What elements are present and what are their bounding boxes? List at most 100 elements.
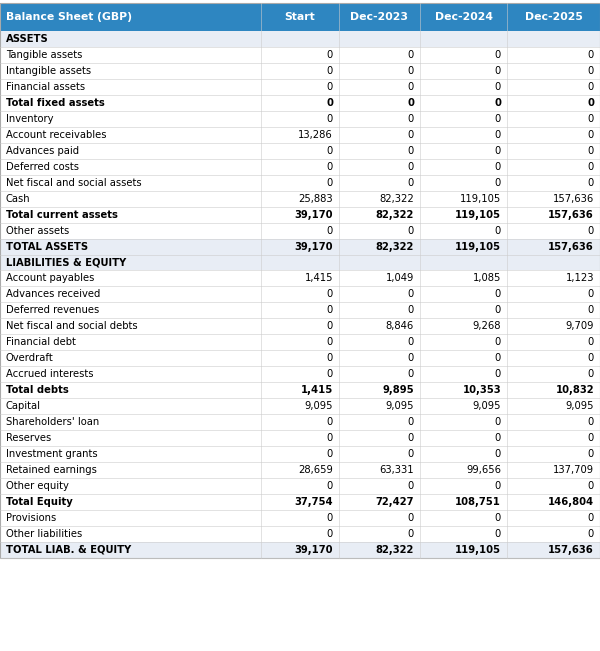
Text: 0: 0 <box>408 226 414 236</box>
Text: 0: 0 <box>494 98 501 108</box>
Text: 0: 0 <box>327 449 333 459</box>
Bar <box>0 95 600 111</box>
Text: 0: 0 <box>588 50 594 60</box>
Text: 0: 0 <box>408 130 414 140</box>
Text: Accrued interests: Accrued interests <box>6 369 94 379</box>
Bar <box>0 270 600 286</box>
Text: 0: 0 <box>588 513 594 523</box>
Text: 0: 0 <box>495 226 501 236</box>
Text: Dec-2025: Dec-2025 <box>524 12 583 22</box>
Text: 0: 0 <box>588 162 594 172</box>
Text: 0: 0 <box>327 114 333 124</box>
Text: Balance Sheet (GBP): Balance Sheet (GBP) <box>6 12 132 22</box>
Text: Other equity: Other equity <box>6 481 69 491</box>
Text: Dec-2023: Dec-2023 <box>350 12 409 22</box>
Text: 0: 0 <box>495 449 501 459</box>
Bar <box>0 143 600 159</box>
Text: 0: 0 <box>495 433 501 443</box>
Text: 0: 0 <box>408 353 414 363</box>
Bar <box>0 191 600 207</box>
Text: 157,636: 157,636 <box>548 545 594 555</box>
Text: 0: 0 <box>408 178 414 187</box>
Text: ASSETS: ASSETS <box>6 35 49 44</box>
Text: 28,659: 28,659 <box>298 465 333 475</box>
Text: 0: 0 <box>495 146 501 156</box>
Bar <box>0 48 600 63</box>
Text: 0: 0 <box>588 82 594 92</box>
Text: Net fiscal and social debts: Net fiscal and social debts <box>6 322 137 331</box>
Bar <box>0 111 600 127</box>
Text: 0: 0 <box>408 114 414 124</box>
Text: 9,268: 9,268 <box>473 322 501 331</box>
Text: 1,415: 1,415 <box>301 385 333 395</box>
Bar <box>0 430 600 446</box>
Text: 0: 0 <box>408 433 414 443</box>
Bar <box>0 286 600 302</box>
Text: 0: 0 <box>588 449 594 459</box>
Text: 0: 0 <box>588 337 594 347</box>
Bar <box>0 398 600 414</box>
Bar <box>0 414 600 430</box>
Text: 0: 0 <box>588 146 594 156</box>
Bar <box>0 175 600 191</box>
Text: Total current assets: Total current assets <box>6 210 118 219</box>
Text: 0: 0 <box>495 114 501 124</box>
Bar <box>0 526 600 542</box>
Text: 0: 0 <box>327 513 333 523</box>
Text: 0: 0 <box>327 337 333 347</box>
Text: Other liabilities: Other liabilities <box>6 529 82 538</box>
Text: 0: 0 <box>588 529 594 538</box>
Text: Net fiscal and social assets: Net fiscal and social assets <box>6 178 142 187</box>
Text: 82,322: 82,322 <box>376 210 414 219</box>
Text: Intangible assets: Intangible assets <box>6 66 91 76</box>
Text: 0: 0 <box>327 369 333 379</box>
Text: 0: 0 <box>495 513 501 523</box>
Text: 157,636: 157,636 <box>548 242 594 251</box>
Text: Advances received: Advances received <box>6 290 100 299</box>
Text: 0: 0 <box>495 353 501 363</box>
Text: 0: 0 <box>495 529 501 538</box>
Text: Inventory: Inventory <box>6 114 53 124</box>
Text: 9,095: 9,095 <box>473 401 501 411</box>
Text: 0: 0 <box>327 82 333 92</box>
Bar <box>0 3 600 557</box>
Text: 119,105: 119,105 <box>455 210 501 219</box>
Bar <box>0 510 600 526</box>
Text: Deferred costs: Deferred costs <box>6 162 79 172</box>
Text: 119,105: 119,105 <box>460 194 501 204</box>
Text: 119,105: 119,105 <box>455 545 501 555</box>
Text: 0: 0 <box>588 353 594 363</box>
Text: 0: 0 <box>408 449 414 459</box>
Text: Reserves: Reserves <box>6 433 51 443</box>
Text: 0: 0 <box>327 481 333 491</box>
Bar <box>0 494 600 510</box>
Text: 9,095: 9,095 <box>566 401 594 411</box>
Text: 0: 0 <box>587 98 594 108</box>
Bar <box>0 335 600 350</box>
Text: 0: 0 <box>327 162 333 172</box>
Text: 146,804: 146,804 <box>548 497 594 506</box>
Text: 119,105: 119,105 <box>455 242 501 251</box>
Text: 0: 0 <box>408 50 414 60</box>
Text: 10,353: 10,353 <box>463 385 501 395</box>
Bar <box>0 542 600 557</box>
Text: 0: 0 <box>588 66 594 76</box>
Text: 1,049: 1,049 <box>386 273 414 283</box>
Text: 63,331: 63,331 <box>379 465 414 475</box>
Text: 0: 0 <box>408 290 414 299</box>
Text: 0: 0 <box>588 433 594 443</box>
Text: 0: 0 <box>495 178 501 187</box>
Text: 0: 0 <box>408 162 414 172</box>
Text: 72,427: 72,427 <box>376 497 414 506</box>
Text: 157,636: 157,636 <box>548 210 594 219</box>
Bar <box>0 462 600 478</box>
Text: 0: 0 <box>588 417 594 427</box>
Text: Advances paid: Advances paid <box>6 146 79 156</box>
Bar <box>0 350 600 367</box>
Text: 0: 0 <box>408 337 414 347</box>
Bar <box>0 31 600 48</box>
Text: Start: Start <box>284 12 316 22</box>
Text: 8,846: 8,846 <box>386 322 414 331</box>
Bar <box>0 367 600 382</box>
Text: 82,322: 82,322 <box>379 194 414 204</box>
